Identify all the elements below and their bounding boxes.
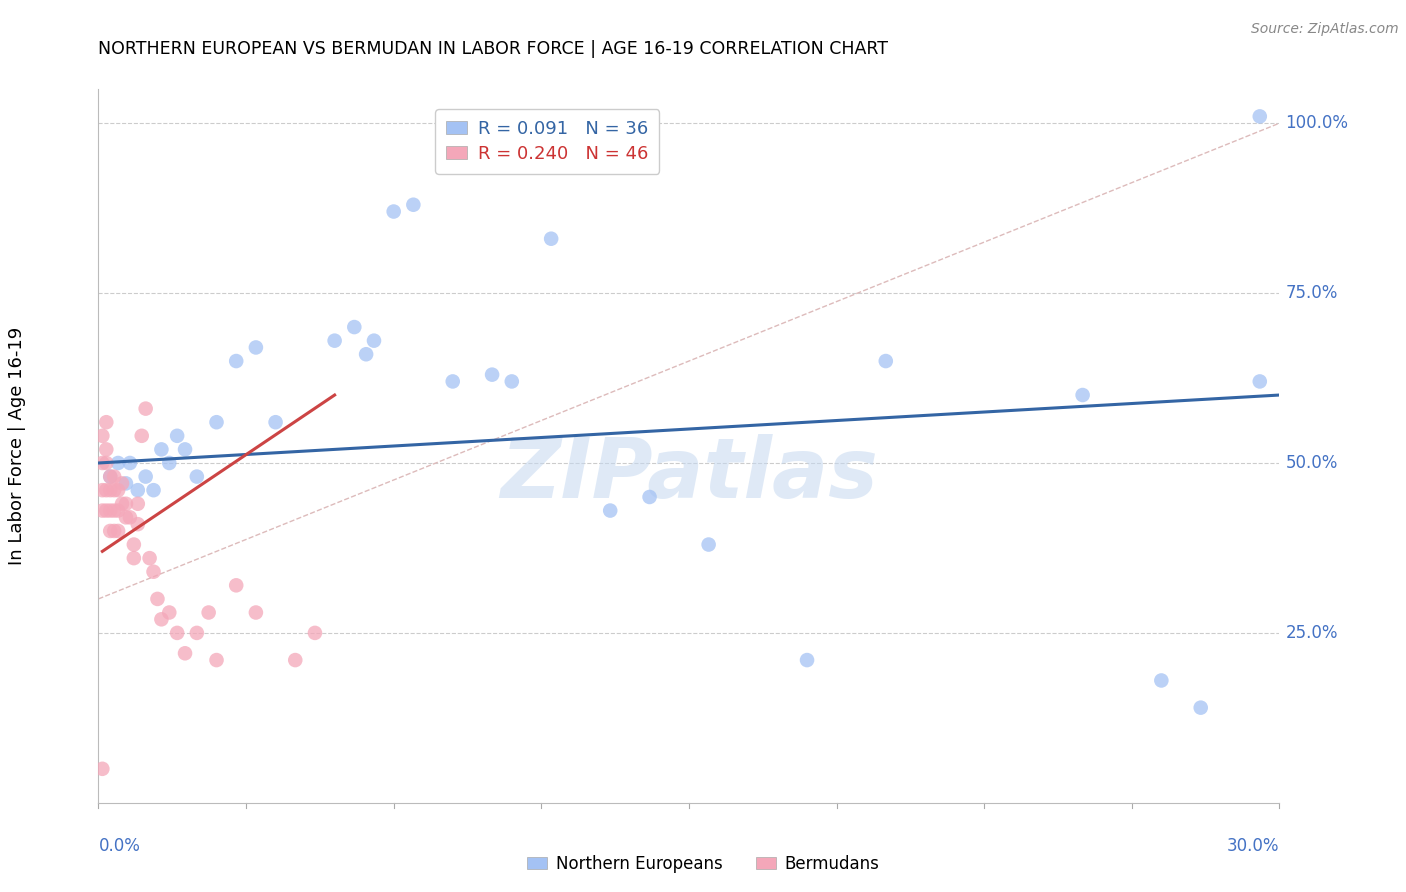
Point (157, 606, 180, 620)
Point (284, 653, 307, 667)
Point (127, 483, 149, 498)
Point (98, 524, 121, 538)
Point (1249, 109, 1271, 123)
Point (354, 347, 377, 361)
Point (599, 503, 621, 517)
Point (135, 469, 157, 483)
Point (146, 591, 169, 606)
Point (107, 503, 129, 517)
Point (875, 354, 897, 368)
Point (304, 626, 326, 640)
Point (91, 456, 114, 470)
Text: 0.0%: 0.0% (98, 837, 141, 855)
Point (501, 375, 523, 389)
Point (1071, 388, 1094, 402)
Point (122, 551, 145, 566)
Point (363, 334, 385, 348)
Point (441, 375, 464, 389)
Point (98, 469, 121, 483)
Point (186, 469, 208, 483)
Point (205, 653, 228, 667)
Point (103, 469, 125, 483)
Point (205, 415, 228, 429)
Point (245, 341, 267, 355)
Text: NORTHERN EUROPEAN VS BERMUDAN IN LABOR FORCE | AGE 16-19 CORRELATION CHART: NORTHERN EUROPEAN VS BERMUDAN IN LABOR F… (98, 40, 889, 58)
Point (245, 606, 267, 620)
Text: ZIPatlas: ZIPatlas (501, 434, 877, 515)
Point (174, 646, 197, 660)
Point (197, 606, 219, 620)
Point (402, 198, 425, 212)
Point (107, 524, 129, 538)
Legend: Northern Europeans, Bermudans: Northern Europeans, Bermudans (520, 848, 886, 880)
Point (540, 232, 562, 246)
Point (127, 497, 149, 511)
Text: 50.0%: 50.0% (1285, 454, 1337, 472)
Point (96, 503, 118, 517)
Point (1249, 375, 1271, 389)
Point (186, 626, 208, 640)
Point (103, 524, 125, 538)
Point (111, 497, 134, 511)
Point (127, 517, 149, 532)
Point (382, 204, 405, 219)
Text: 100.0%: 100.0% (1285, 114, 1348, 132)
Text: Source: ZipAtlas.com: Source: ZipAtlas.com (1251, 22, 1399, 37)
Point (96, 456, 118, 470)
Text: 30.0%: 30.0% (1227, 837, 1279, 855)
Point (98, 503, 121, 517)
Point (103, 503, 125, 517)
Point (98, 483, 121, 498)
Point (118, 456, 141, 470)
Legend: R = 0.091   N = 36, R = 0.240   N = 46: R = 0.091 N = 36, R = 0.240 N = 46 (434, 109, 659, 174)
Point (98, 469, 121, 483)
Point (1189, 700, 1212, 714)
Point (115, 497, 138, 511)
Point (150, 442, 173, 457)
Point (131, 429, 153, 443)
Point (166, 626, 188, 640)
Point (122, 537, 145, 551)
Point (91, 483, 114, 498)
Point (96, 483, 118, 498)
Point (91, 503, 114, 517)
Point (225, 354, 247, 368)
Point (174, 442, 197, 457)
Point (697, 537, 720, 551)
Point (103, 483, 125, 498)
Point (96, 415, 118, 429)
Point (157, 456, 180, 470)
Point (481, 368, 503, 382)
Point (264, 415, 287, 429)
Point (638, 490, 661, 504)
Point (135, 401, 157, 416)
Point (115, 510, 138, 524)
Point (796, 653, 818, 667)
Point (150, 612, 173, 626)
Point (225, 578, 247, 592)
Point (91, 762, 114, 776)
Point (118, 510, 141, 524)
Text: 75.0%: 75.0% (1285, 284, 1337, 302)
Point (138, 551, 160, 566)
Point (107, 483, 129, 498)
Point (166, 429, 188, 443)
Point (142, 483, 165, 498)
Point (111, 476, 134, 491)
Point (343, 320, 366, 334)
Point (1150, 673, 1173, 688)
Text: In Labor Force | Age 16-19: In Labor Force | Age 16-19 (8, 326, 25, 566)
Point (107, 456, 129, 470)
Point (323, 334, 346, 348)
Point (142, 565, 165, 579)
Point (91, 429, 114, 443)
Point (96, 442, 118, 457)
Point (115, 476, 138, 491)
Text: 25.0%: 25.0% (1285, 624, 1339, 642)
